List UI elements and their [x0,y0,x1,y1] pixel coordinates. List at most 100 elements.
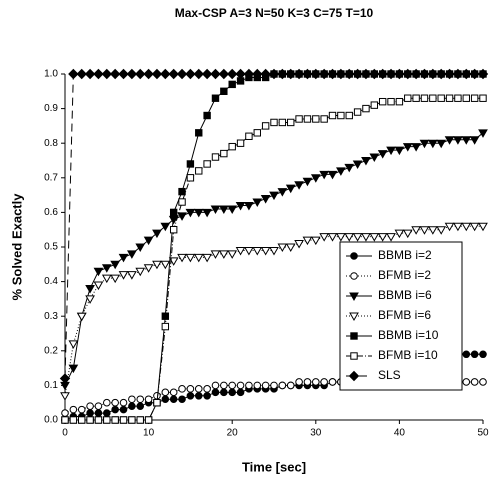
marker [335,68,347,80]
marker [470,94,479,102]
marker [177,212,187,221]
legend-label: BBMB i=10 [378,328,439,342]
marker [410,68,422,80]
marker [453,136,463,145]
legend-marker [349,292,359,302]
marker [61,416,69,424]
marker [126,68,138,80]
marker [412,94,420,102]
marker [386,233,396,242]
marker [228,388,236,397]
x-tick-label: 0 [62,428,68,439]
marker [310,236,321,246]
marker [477,68,489,80]
marker [127,271,137,280]
marker [78,416,86,424]
marker [135,267,146,277]
marker [462,350,471,359]
marker [161,322,170,331]
marker [461,136,472,145]
marker [361,233,371,242]
marker [227,205,238,214]
marker [444,222,455,232]
marker [210,250,221,259]
marker [76,68,87,80]
marker [244,246,254,256]
marker [86,416,94,424]
marker [252,246,263,256]
marker [312,378,320,386]
marker [226,68,238,80]
marker [60,392,70,401]
marker [261,381,270,390]
marker [168,257,179,266]
marker [327,170,338,180]
marker [161,312,170,320]
marker [220,388,228,397]
marker [210,68,221,80]
marker [101,68,113,80]
marker [185,68,196,80]
marker [235,68,246,80]
marker [278,118,287,127]
marker [260,246,271,256]
marker [419,226,430,235]
legend-marker [350,352,358,360]
marker [220,87,228,95]
marker [178,198,186,206]
marker [395,97,404,106]
marker [370,101,379,109]
y-tick-label: 0.9 [44,103,58,114]
marker [169,395,178,404]
marker [252,68,263,80]
x-tick-label: 50 [477,428,489,439]
y-tick-label: 0.7 [44,172,58,183]
marker [128,402,136,410]
marker [143,68,154,80]
marker [469,222,480,232]
marker [235,246,246,256]
marker [86,402,94,410]
marker [302,177,313,187]
marker [261,122,270,130]
marker [186,174,195,182]
y-axis-label: % Solved Exactly [9,193,24,301]
marker [211,153,220,161]
y-tick-label: 0.4 [44,276,58,287]
marker [353,108,362,116]
marker [344,68,355,80]
marker [369,233,380,242]
marker [352,68,363,80]
marker [394,68,405,80]
y-tick-label: 0.5 [44,242,58,253]
marker [169,388,178,397]
marker [270,118,278,127]
marker [94,416,103,424]
marker [270,381,278,390]
marker [377,150,388,159]
marker [327,233,338,242]
marker [168,68,179,80]
marker [193,68,204,80]
marker [85,285,95,294]
marker [152,260,162,270]
marker [177,253,187,263]
marker [387,97,395,106]
marker [69,416,78,424]
marker [193,253,204,263]
marker [303,378,312,386]
marker [119,416,128,424]
legend-label: BFMB i=10 [378,348,438,362]
marker [101,264,112,273]
marker [469,136,480,145]
marker [252,198,263,208]
marker [302,68,313,80]
marker [152,229,162,239]
marker [195,129,203,137]
marker [394,146,405,156]
marker [94,402,103,410]
marker [310,68,322,80]
marker [186,160,195,168]
marker [236,381,245,390]
marker [118,271,129,280]
